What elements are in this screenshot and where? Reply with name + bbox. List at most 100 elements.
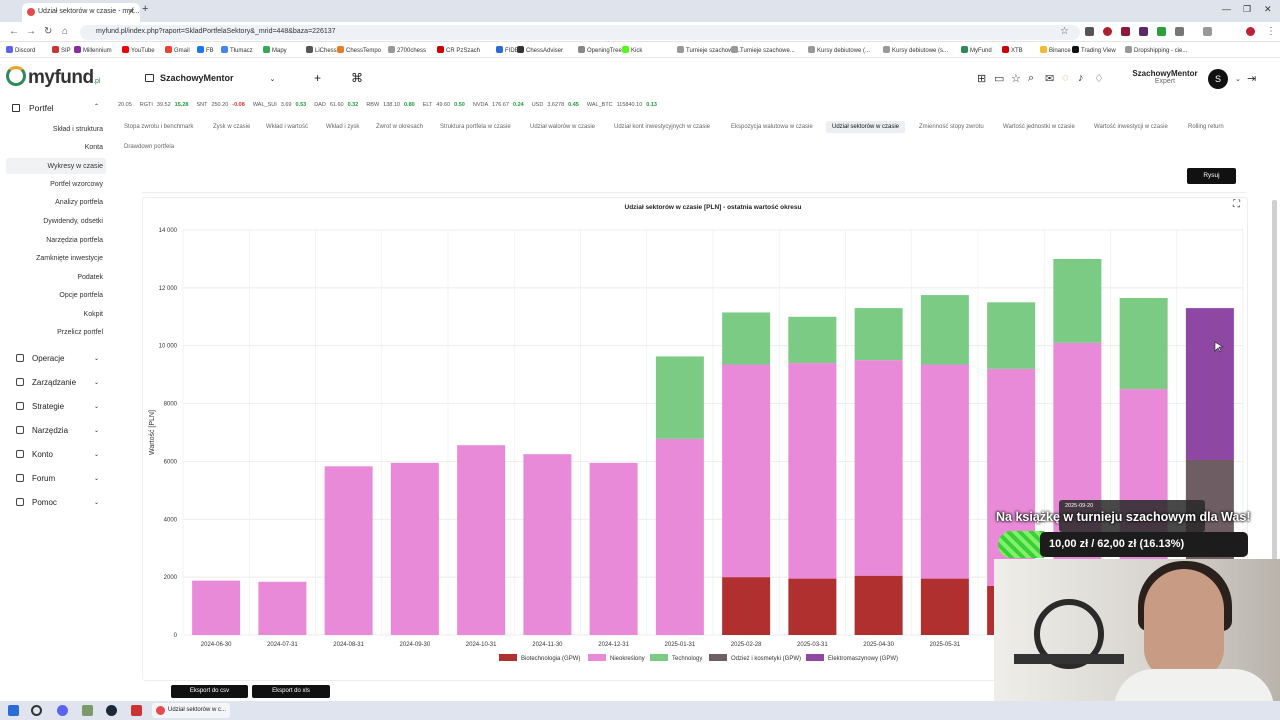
- reload-icon[interactable]: ↻: [44, 26, 53, 37]
- bookmark-item[interactable]: Kursy debiutowe (...: [808, 46, 870, 54]
- tab-7[interactable]: Udział kont inwestycyjnych w czasie: [614, 124, 711, 130]
- bookmark-item[interactable]: Turnieje szachowe...: [677, 46, 741, 54]
- sidebar-item[interactable]: Skład i struktura: [52, 126, 103, 133]
- bookmark-item[interactable]: LiChess: [306, 46, 337, 54]
- scrollbar[interactable]: [1272, 200, 1277, 700]
- download-icon[interactable]: [1157, 27, 1166, 36]
- sidebar-item[interactable]: Konta: [84, 144, 103, 151]
- tab-1[interactable]: Zysk w czasie: [213, 124, 251, 130]
- sidebar-group[interactable]: Zarządzanie ⌄: [16, 378, 99, 387]
- bookmark-item[interactable]: Discord: [6, 46, 35, 54]
- tab-14[interactable]: Drawdown portfela: [124, 144, 175, 150]
- minimize-icon[interactable]: —: [1222, 4, 1231, 14]
- sidepanel-icon[interactable]: [1203, 27, 1212, 36]
- tab-13[interactable]: Rolling return: [1188, 124, 1224, 130]
- myfund-logo[interactable]: myfund.pl: [6, 66, 100, 89]
- sidebar-item[interactable]: Dywidendy, odsetki: [43, 218, 103, 225]
- taskbar-browser-app[interactable]: Udział sektorów w c...: [152, 703, 230, 718]
- command-icon[interactable]: ⌘: [351, 71, 363, 85]
- menu-icon[interactable]: ⋮: [1266, 26, 1276, 37]
- portfolio-selector[interactable]: SzachowyMentor ⌄: [145, 73, 275, 83]
- forward-icon[interactable]: →: [26, 26, 36, 37]
- close-tab-icon[interactable]: ✕: [128, 7, 135, 16]
- tab-5[interactable]: Struktura portfela w czasie: [440, 124, 511, 130]
- sidebar-item[interactable]: Wykresy w czasie: [47, 163, 103, 170]
- extension-icon[interactable]: [1139, 27, 1148, 36]
- sidebar-item[interactable]: Opcje portfela: [59, 292, 103, 299]
- ticker-item[interactable]: RGTI 39.52 15.28: [140, 102, 193, 108]
- bookmark-item[interactable]: Millennium: [74, 46, 112, 54]
- bookmark-item[interactable]: ChessAdviser: [517, 46, 563, 54]
- search-icon[interactable]: ⌕: [1028, 72, 1035, 84]
- tab-2[interactable]: Wkład i wartość: [266, 124, 309, 130]
- tab-9[interactable]: Udział sektorów w czasie: [826, 121, 906, 133]
- back-icon[interactable]: ←: [9, 26, 19, 37]
- bookmark-item[interactable]: Dropshipping - cie...: [1125, 46, 1187, 54]
- tab-8[interactable]: Ekspozycja walutowa w czasie: [731, 124, 813, 130]
- bookmark-item[interactable]: Kick: [622, 46, 642, 54]
- bookmark-item[interactable]: Gmail: [165, 46, 190, 54]
- url-input[interactable]: myfund.pl/index.php?raport=SkladPortfela…: [80, 25, 1080, 40]
- user-info[interactable]: SzachowyMentor Expert: [1130, 69, 1200, 85]
- ticker-item[interactable]: SNT 250.20 -0.08: [196, 102, 248, 108]
- add-icon[interactable]: +: [314, 71, 322, 85]
- tab-6[interactable]: Udział walorów w czasie: [530, 124, 596, 130]
- new-tab-icon[interactable]: +: [142, 3, 149, 15]
- bookmark-star-icon[interactable]: ☆: [1060, 26, 1069, 37]
- sidebar-item[interactable]: Podatek: [77, 274, 103, 281]
- draw-button[interactable]: Rysuj: [1187, 168, 1236, 184]
- export-xls-button[interactable]: Eksport do xls: [252, 685, 330, 698]
- browser-tab[interactable]: Udział sektorów w czasie - myf... ✕: [22, 3, 140, 22]
- mail-icon[interactable]: ✉: [1045, 73, 1055, 85]
- sidebar-item[interactable]: Portfel wzorcowy: [50, 181, 103, 188]
- sidebar-item[interactable]: Przelicz portfel: [57, 329, 103, 336]
- ticker-item[interactable]: WAL_BTC 115840.10 0.13: [587, 102, 661, 108]
- bookmark-item[interactable]: OpeningTree: [578, 46, 622, 54]
- steam-icon[interactable]: [106, 705, 117, 716]
- sidebar-item[interactable]: Narzędzia portfela: [46, 237, 103, 244]
- extension-red-icon[interactable]: [1103, 27, 1112, 36]
- maximize-icon[interactable]: ❐: [1243, 4, 1252, 14]
- tab-12[interactable]: Wartość inwestycji w czasie: [1094, 124, 1168, 130]
- search-icon[interactable]: [31, 705, 42, 716]
- chevron-down-icon[interactable]: ⌄: [1235, 76, 1241, 83]
- sidebar-group[interactable]: Operacje ⌄: [16, 354, 99, 363]
- tab-4[interactable]: Zwrot w okresach: [376, 124, 424, 130]
- export-csv-button[interactable]: Eksport do csv: [171, 685, 248, 698]
- bookmark-item[interactable]: SIP: [52, 46, 71, 54]
- bookmark-item[interactable]: Mapy: [263, 46, 287, 54]
- bookmark-item[interactable]: ChessTempo: [337, 46, 381, 54]
- extension-icon[interactable]: [1121, 27, 1130, 36]
- bookmark-item[interactable]: MyFund: [961, 46, 992, 54]
- gmail-extension-icon[interactable]: [1085, 27, 1094, 36]
- sidebar-group[interactable]: Pomoc ⌄: [16, 498, 99, 507]
- ticker-item[interactable]: USD 3.6278 0.45: [532, 102, 583, 108]
- avatar[interactable]: S: [1208, 69, 1228, 89]
- ticker-item[interactable]: RBW 138.10 0.80: [366, 102, 418, 108]
- tab-0[interactable]: Stopa zwrotu i benchmark: [124, 124, 194, 130]
- sidebar-group[interactable]: Narzędzia ⌄: [16, 426, 99, 435]
- fullscreen-icon[interactable]: ⛶: [1233, 199, 1240, 210]
- extensions-icon[interactable]: [1175, 27, 1184, 36]
- bookmark-item[interactable]: Turnieje szachowe...: [731, 46, 795, 54]
- bookmark-item[interactable]: Trading View: [1072, 46, 1116, 54]
- tab-10[interactable]: Zmienność stopy zwrotu: [919, 124, 984, 130]
- bulb-icon[interactable]: ♢: [1094, 73, 1104, 85]
- ticker-item[interactable]: ELT 49.60 0.50: [423, 102, 469, 108]
- sidebar-group[interactable]: Konto ⌄: [16, 450, 99, 459]
- bookmark-item[interactable]: Tłumacz: [221, 46, 253, 54]
- bookmark-item[interactable]: FIDE: [496, 46, 519, 54]
- bookmark-item[interactable]: Binance: [1040, 46, 1071, 54]
- bookmark-item[interactable]: CR PzSzach: [437, 46, 480, 54]
- home-icon[interactable]: ⌂: [62, 26, 69, 37]
- bookmark-item[interactable]: Kursy debiutowe (s...: [883, 46, 948, 54]
- profile-icon[interactable]: [1246, 27, 1255, 36]
- star-icon[interactable]: ☆: [1011, 73, 1021, 85]
- ticker-item[interactable]: NVDA 176.67 0.24: [473, 102, 528, 108]
- ticker-item[interactable]: DAD 61.60 0.32: [314, 102, 362, 108]
- tab-3[interactable]: Wkład i zysk: [326, 124, 360, 130]
- tab-11[interactable]: Wartość jednostki w czasie: [1003, 124, 1075, 130]
- folders-icon[interactable]: ▭: [994, 73, 1005, 85]
- sidebar-item[interactable]: Kokpit: [83, 311, 103, 318]
- grid-icon[interactable]: ⊞: [977, 73, 987, 85]
